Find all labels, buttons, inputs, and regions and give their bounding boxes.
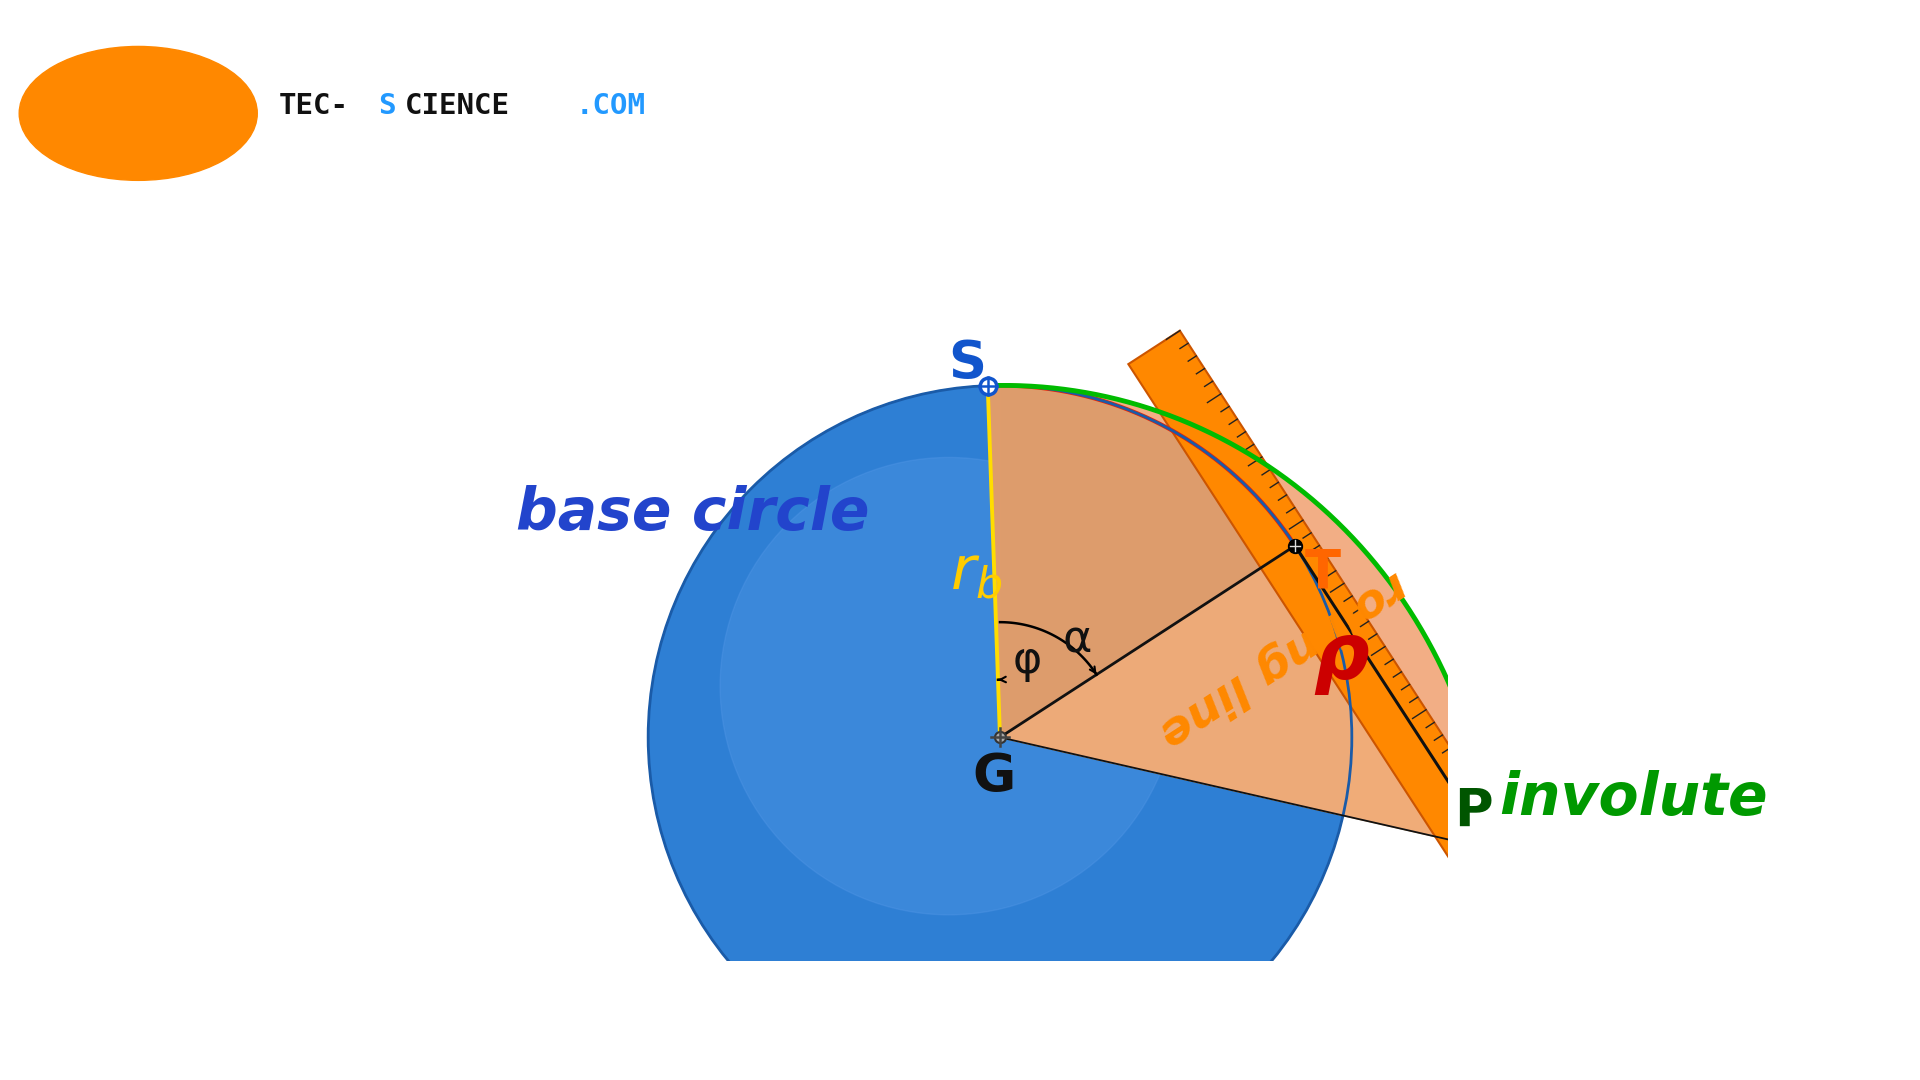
Polygon shape: [987, 386, 1296, 738]
Text: TEC: TEC: [121, 102, 156, 121]
Text: α: α: [1062, 618, 1092, 661]
Polygon shape: [1129, 330, 1542, 920]
Polygon shape: [987, 386, 1000, 738]
Text: $r_b$: $r_b$: [950, 543, 1002, 603]
Text: T: T: [1306, 546, 1340, 598]
Polygon shape: [987, 386, 1296, 738]
Text: P: P: [1453, 786, 1492, 838]
Text: rolling line: rolling line: [1150, 562, 1415, 756]
Text: φ: φ: [1014, 639, 1043, 683]
Circle shape: [649, 386, 1352, 1080]
Text: CIENCE: CIENCE: [405, 92, 511, 120]
Text: G: G: [972, 751, 1016, 802]
Text: S: S: [378, 92, 396, 120]
Text: involute: involute: [1500, 770, 1768, 827]
Text: .COM: .COM: [576, 92, 645, 120]
Polygon shape: [1000, 545, 1492, 850]
Text: ρ: ρ: [1313, 619, 1369, 694]
Circle shape: [720, 458, 1177, 915]
Text: base circle: base circle: [516, 485, 870, 542]
Text: TEC-: TEC-: [278, 92, 348, 120]
Polygon shape: [987, 386, 1492, 850]
Text: S: S: [948, 338, 987, 390]
